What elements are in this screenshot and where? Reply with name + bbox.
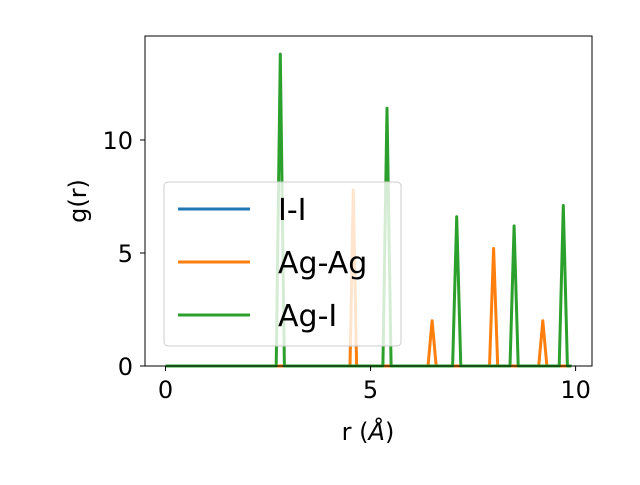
y-tick-label: 10 [102,127,133,155]
x-tick-label: 0 [158,376,173,404]
x-tick-label: 5 [363,376,378,404]
y-tick-label: 5 [118,240,133,268]
legend-label-ag-ag: Ag-Ag [278,246,367,281]
x-axis-label: r (Å) [342,417,395,446]
axis-ticks: 0 5 10 0 5 10 [102,127,590,404]
legend-label-i-i: I-I [278,193,307,228]
legend-label-ag-i: Ag-I [278,299,337,334]
legend: I-I Ag-Ag Ag-I [163,181,402,347]
y-axis-label: g(r) [64,179,92,223]
y-tick-label: 0 [118,353,133,381]
x-tick-label: 10 [560,376,591,404]
legend-box [163,181,402,347]
plot-frame [144,35,593,367]
